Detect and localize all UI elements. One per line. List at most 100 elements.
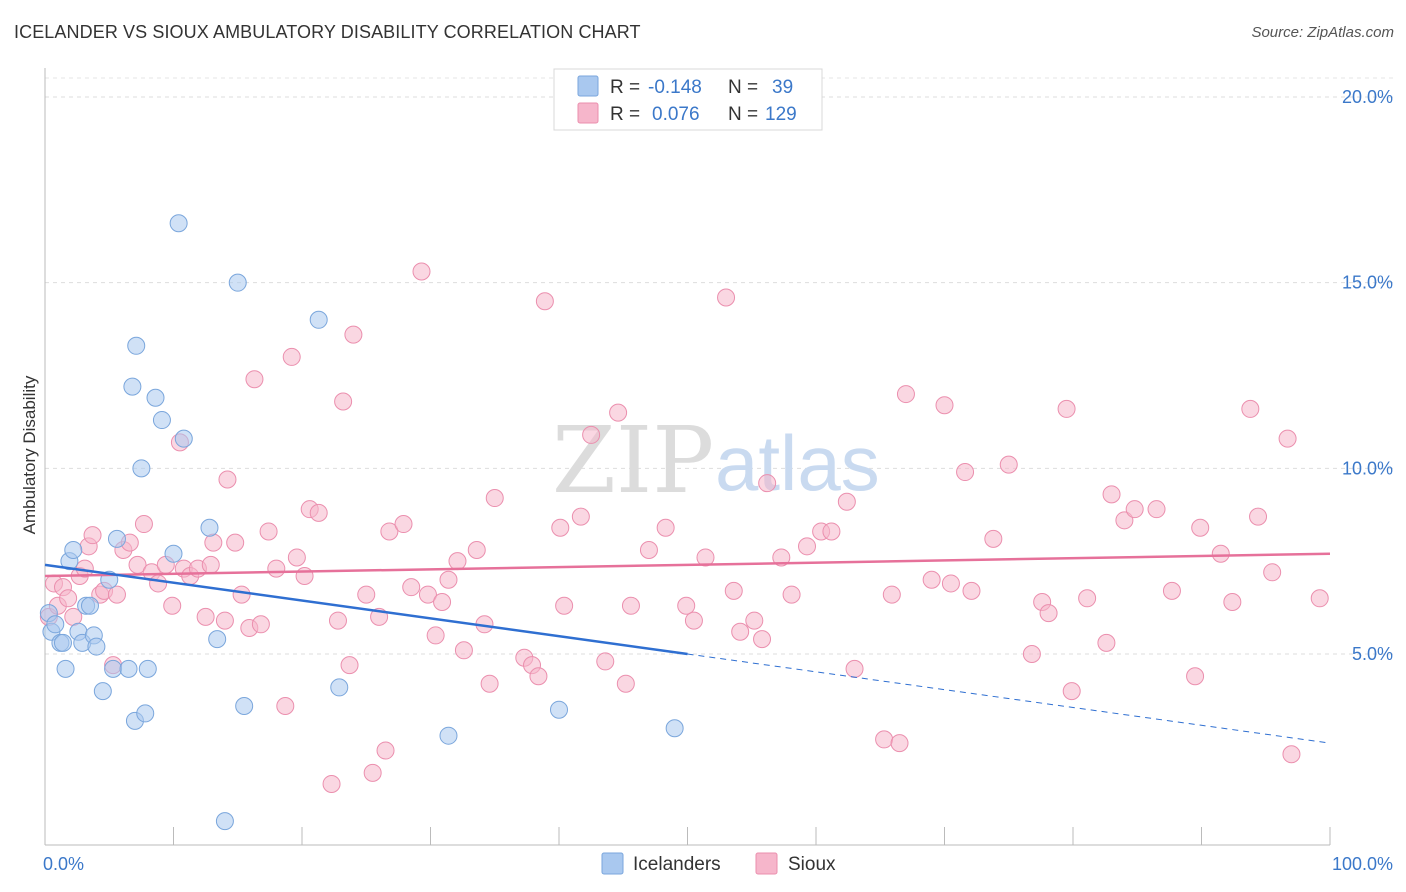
r-label-1: R = bbox=[610, 77, 640, 98]
sioux-point bbox=[309, 503, 328, 522]
icelander-point bbox=[119, 659, 138, 678]
sioux-point bbox=[215, 611, 234, 630]
sioux-point bbox=[1249, 507, 1268, 526]
sioux-point bbox=[467, 541, 486, 560]
sioux-point bbox=[201, 555, 220, 574]
icelander-point bbox=[169, 214, 188, 233]
sioux-point bbox=[1125, 500, 1144, 519]
sioux-point bbox=[1278, 429, 1297, 448]
sioux-point bbox=[724, 581, 743, 600]
sioux-point bbox=[232, 585, 251, 604]
icelander-point bbox=[87, 637, 106, 656]
watermark-zip: ZIP bbox=[552, 407, 714, 514]
stats-legend-box bbox=[553, 68, 823, 131]
sioux-point bbox=[822, 522, 841, 541]
sioux-point bbox=[551, 518, 570, 537]
sioux-point bbox=[1191, 518, 1210, 537]
n-label-2: N = bbox=[728, 104, 758, 125]
sioux-point bbox=[656, 518, 675, 537]
sioux-point bbox=[609, 403, 628, 422]
sioux-point bbox=[83, 526, 102, 545]
n-value-sioux: 129 bbox=[765, 104, 797, 125]
sioux-point bbox=[1211, 544, 1230, 563]
icelander-point bbox=[550, 700, 568, 719]
sioux-point bbox=[295, 567, 314, 586]
sioux-point bbox=[251, 615, 270, 634]
sioux-point bbox=[677, 596, 696, 615]
icelanders-swatch bbox=[577, 75, 599, 97]
sioux-point bbox=[745, 611, 764, 630]
sioux-point bbox=[1147, 500, 1166, 519]
icelander-point bbox=[439, 726, 458, 745]
sioux-point bbox=[621, 596, 640, 615]
stats-legend: R = -0.148 N = 39 R = 0.076 N = 129 bbox=[553, 68, 823, 131]
sioux-point bbox=[134, 515, 153, 534]
sioux-point bbox=[882, 585, 901, 604]
trend-lines bbox=[44, 552, 1331, 744]
x-tick-label: 0.0% bbox=[43, 854, 84, 874]
sioux-point bbox=[962, 581, 981, 600]
legend-sioux-swatch bbox=[755, 852, 778, 875]
sioux-point bbox=[535, 292, 554, 311]
sioux-swatch bbox=[577, 102, 599, 124]
sioux-point bbox=[772, 548, 791, 567]
x-tick-label: 100.0% bbox=[1332, 854, 1393, 874]
sioux-point bbox=[394, 515, 413, 534]
icelander-point bbox=[46, 615, 65, 634]
sioux-point bbox=[328, 611, 347, 630]
y-axis-label: Ambulatory Disability bbox=[20, 375, 39, 534]
sioux-point bbox=[287, 548, 306, 567]
sioux-point bbox=[226, 533, 245, 552]
icelander-trend-line bbox=[44, 563, 688, 656]
sioux-point bbox=[282, 347, 301, 366]
icelander-point bbox=[53, 633, 72, 652]
sioux-point bbox=[480, 674, 499, 693]
sioux-point bbox=[731, 622, 750, 641]
sioux-point bbox=[344, 325, 363, 344]
tick-labels: 5.0% 10.0% 15.0% 20.0% 0.0% 100.0% bbox=[43, 87, 1393, 874]
sioux-point bbox=[1062, 682, 1081, 701]
sioux-point bbox=[322, 774, 341, 793]
sioux-point bbox=[163, 596, 182, 615]
sioux-point bbox=[412, 262, 431, 281]
icelander-point bbox=[164, 544, 183, 563]
sioux-point bbox=[845, 659, 864, 678]
icelander-point bbox=[104, 659, 123, 678]
icelander-point bbox=[127, 336, 146, 355]
icelander-point bbox=[56, 659, 75, 678]
icelander-point bbox=[228, 273, 247, 292]
sioux-point bbox=[276, 696, 295, 715]
sioux-point bbox=[941, 574, 960, 593]
sioux-point bbox=[204, 533, 223, 552]
r-value-icelanders: -0.148 bbox=[648, 77, 702, 98]
sioux-point bbox=[639, 541, 658, 560]
sioux-point bbox=[1022, 645, 1041, 663]
sioux-point bbox=[259, 522, 278, 541]
n-label-1: N = bbox=[728, 77, 758, 98]
r-value-sioux: 0.076 bbox=[652, 104, 700, 125]
icelander-point bbox=[93, 682, 112, 701]
legend-icelanders-swatch bbox=[601, 852, 624, 875]
sioux-point bbox=[758, 474, 777, 493]
sioux-point bbox=[1078, 589, 1097, 608]
sioux-point bbox=[448, 552, 467, 571]
sioux-point bbox=[798, 537, 817, 556]
sioux-point bbox=[218, 470, 237, 489]
icelander-point bbox=[138, 659, 157, 678]
icelander-point bbox=[152, 411, 171, 430]
sioux-point bbox=[935, 396, 954, 415]
sioux-point bbox=[1115, 511, 1134, 530]
sioux-point bbox=[1097, 633, 1116, 652]
sioux-point bbox=[1310, 589, 1329, 608]
sioux-trend-line bbox=[44, 552, 1331, 578]
sioux-point bbox=[433, 593, 452, 612]
sioux-point bbox=[59, 589, 78, 608]
icelander-point bbox=[107, 529, 126, 548]
sioux-point bbox=[454, 641, 473, 660]
sioux-point bbox=[922, 570, 941, 589]
sioux-point bbox=[1102, 485, 1121, 504]
sioux-point bbox=[363, 763, 382, 782]
icelander-point bbox=[309, 310, 328, 329]
sioux-point bbox=[684, 611, 703, 630]
